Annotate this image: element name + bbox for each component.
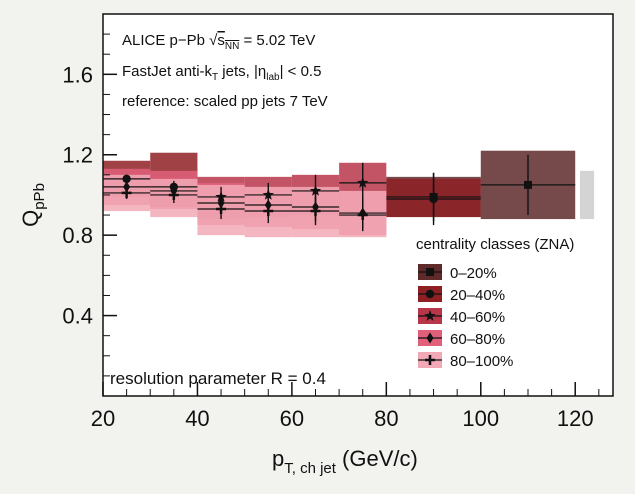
data-markers	[103, 154, 576, 232]
point-20-40-x90	[429, 194, 438, 204]
legend: centrality classes (ZNA) 0–20% 20–40% 40–6…	[416, 236, 574, 370]
point-40-60-x65	[309, 184, 322, 196]
resolution-annotation: resolution parameter R = 0.4	[110, 369, 326, 388]
normalization-band	[579, 170, 595, 220]
legend-marker-80-100	[425, 355, 435, 365]
y-tick-label-1.6: 1.6	[62, 62, 93, 87]
x-tick-label-120: 120	[557, 406, 594, 431]
point-80-100-x65	[310, 206, 321, 217]
legend-label-80-100: 80–100%	[450, 353, 513, 370]
annotation-line-1: ALICE p−Pb √sNN = 5.02 TeV	[122, 32, 315, 52]
legend-label-20-40: 20–40%	[450, 287, 505, 304]
point-80-100-x35	[168, 189, 179, 200]
y-tick-label-0.4: 0.4	[62, 304, 93, 329]
point-40-60-x75	[357, 176, 369, 188]
legend-marker-60-80	[426, 332, 434, 344]
annotation-line-3: reference: scaled pp jets 7 TeV	[122, 93, 328, 110]
point-80-100-x55	[263, 206, 274, 217]
x-tick-label-20: 20	[91, 406, 115, 431]
svg-text:QpPb: QpPb	[18, 183, 48, 227]
legend-marker-0-20	[426, 268, 434, 276]
point-0-20-x110	[524, 180, 532, 189]
x-tick-label-80: 80	[374, 406, 398, 431]
legend-label-60-80: 60–80%	[450, 331, 505, 348]
point-80-100-x75	[357, 210, 368, 221]
legend-label-40-60: 40–60%	[450, 309, 505, 326]
point-20-40-x25	[122, 174, 131, 184]
y-tick-label-0.8: 0.8	[62, 223, 93, 248]
legend-label-0-20: 0–20%	[450, 265, 497, 282]
x-tick-label-60: 60	[280, 406, 304, 431]
y-tick-label-1.2: 1.2	[62, 143, 93, 168]
axis-ticks: 20 40 60 80 100 120 0.4 0.8 1.2 1.6	[62, 33, 600, 431]
legend-marker-20-40	[425, 289, 435, 299]
legend-marker-40-60	[424, 310, 436, 321]
y-axis-label: QpPb	[18, 183, 48, 227]
annotation-line-2: FastJet anti-kT jets, |ηlab| < 0.5	[122, 63, 321, 83]
point-80-100-x25	[121, 187, 132, 198]
x-tick-label-100: 100	[462, 406, 499, 431]
point-80-100-x45	[216, 204, 227, 215]
legend-title: centrality classes (ZNA)	[416, 236, 574, 253]
x-axis-label: pT, ch jet (GeV/c)	[272, 446, 418, 477]
x-tick-label-40: 40	[185, 406, 209, 431]
plot-frame	[102, 13, 614, 397]
